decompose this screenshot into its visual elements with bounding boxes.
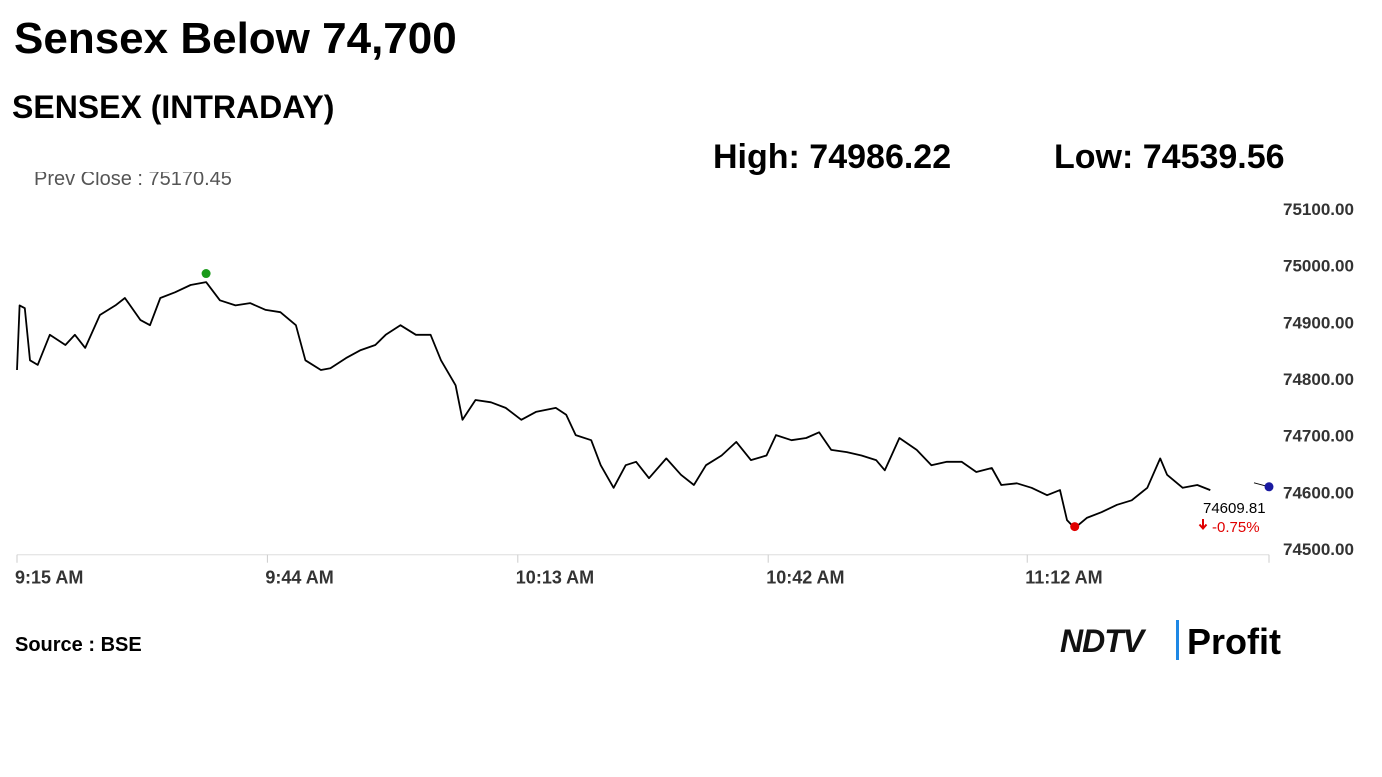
x-tick-label: 9:15 AM bbox=[15, 568, 83, 588]
source: Source : BSE bbox=[15, 634, 142, 656]
logo-divider bbox=[1176, 620, 1179, 660]
high-label: High: 74986.22 bbox=[713, 138, 951, 176]
logo-profit: Profit bbox=[1187, 621, 1281, 662]
down-arrow bbox=[1198, 519, 1208, 531]
chart-subtitle: SENSEX (INTRADAY) bbox=[12, 89, 334, 125]
change-label: -0.75% bbox=[1212, 519, 1260, 536]
x-tick-label: 9:44 AM bbox=[265, 568, 333, 588]
y-tick-label: 74600.00 bbox=[1283, 483, 1354, 502]
x-tick-label: 10:13 AM bbox=[516, 568, 594, 588]
y-tick-label: 74500.00 bbox=[1283, 540, 1354, 559]
y-tick-label: 74900.00 bbox=[1283, 313, 1354, 332]
prev-close-label: Prev Close : 75170.45 bbox=[34, 168, 232, 190]
y-tick-label: 75100.00 bbox=[1283, 200, 1354, 219]
y-tick-label: 74800.00 bbox=[1283, 370, 1354, 389]
logo-ndtv: NDTV bbox=[1060, 623, 1147, 659]
x-tick-label: 11:12 AM bbox=[1025, 568, 1102, 588]
low-dot bbox=[1070, 522, 1080, 532]
chart-title: Sensex Below 74,700 bbox=[14, 14, 457, 63]
high-dot bbox=[201, 269, 211, 279]
x-tick-label: 10:42 AM bbox=[766, 568, 844, 588]
y-tick-label: 75000.00 bbox=[1283, 257, 1354, 276]
low-label: Low: 74539.56 bbox=[1054, 138, 1285, 176]
price-line bbox=[16, 281, 1211, 529]
y-tick-label: 74700.00 bbox=[1283, 427, 1354, 446]
last-dot bbox=[1264, 482, 1274, 492]
last-value-label: 74609.81 bbox=[1203, 500, 1266, 517]
